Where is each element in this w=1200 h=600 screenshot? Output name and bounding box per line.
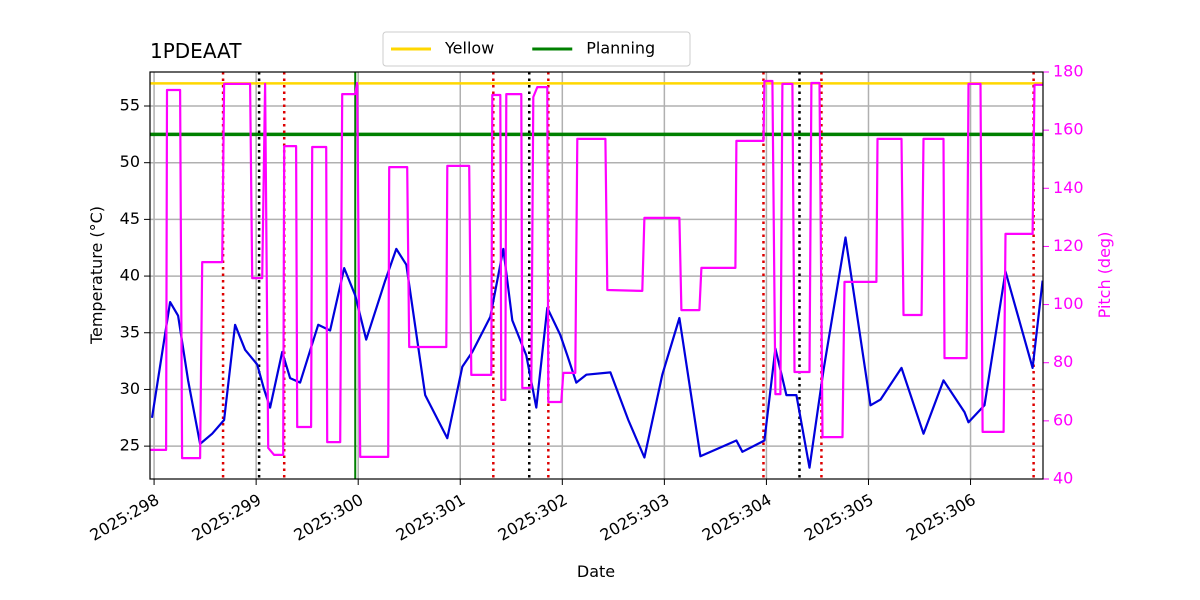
y-tick-label: 50 <box>120 152 140 171</box>
y-axis-label: Temperature (°C) <box>87 206 106 345</box>
data-line <box>150 236 1043 469</box>
legend-label: Yellow <box>444 39 494 58</box>
legend-label: Planning <box>586 39 655 58</box>
y2-axis-label: Pitch (deg) <box>1095 232 1114 319</box>
legend: Yellow Planning <box>382 31 691 67</box>
plot-frame <box>149 71 1044 480</box>
y2-tick-label: 80 <box>1053 352 1073 371</box>
x-axis-label: Date <box>577 562 615 581</box>
y-tick-label: 25 <box>120 436 140 455</box>
chart-title: 1PDEAAT <box>150 39 242 63</box>
y-tick-label: 30 <box>120 379 140 398</box>
y-tick-label: 35 <box>120 322 140 341</box>
data-line <box>150 79 1043 460</box>
plot-area <box>150 72 1043 479</box>
y2-tick-label: 160 <box>1053 120 1084 139</box>
y-tick-label: 40 <box>120 266 140 285</box>
y2-tick-label: 140 <box>1053 178 1084 197</box>
y-tick-label: 55 <box>120 96 140 115</box>
y2-tick-label: 120 <box>1053 236 1084 255</box>
y2-tick-label: 40 <box>1053 469 1073 488</box>
y-tick-label: 45 <box>120 209 140 228</box>
y2-tick-label: 60 <box>1053 410 1073 429</box>
y2-tick-label: 180 <box>1053 62 1084 81</box>
y2-tick-label: 100 <box>1053 294 1084 313</box>
